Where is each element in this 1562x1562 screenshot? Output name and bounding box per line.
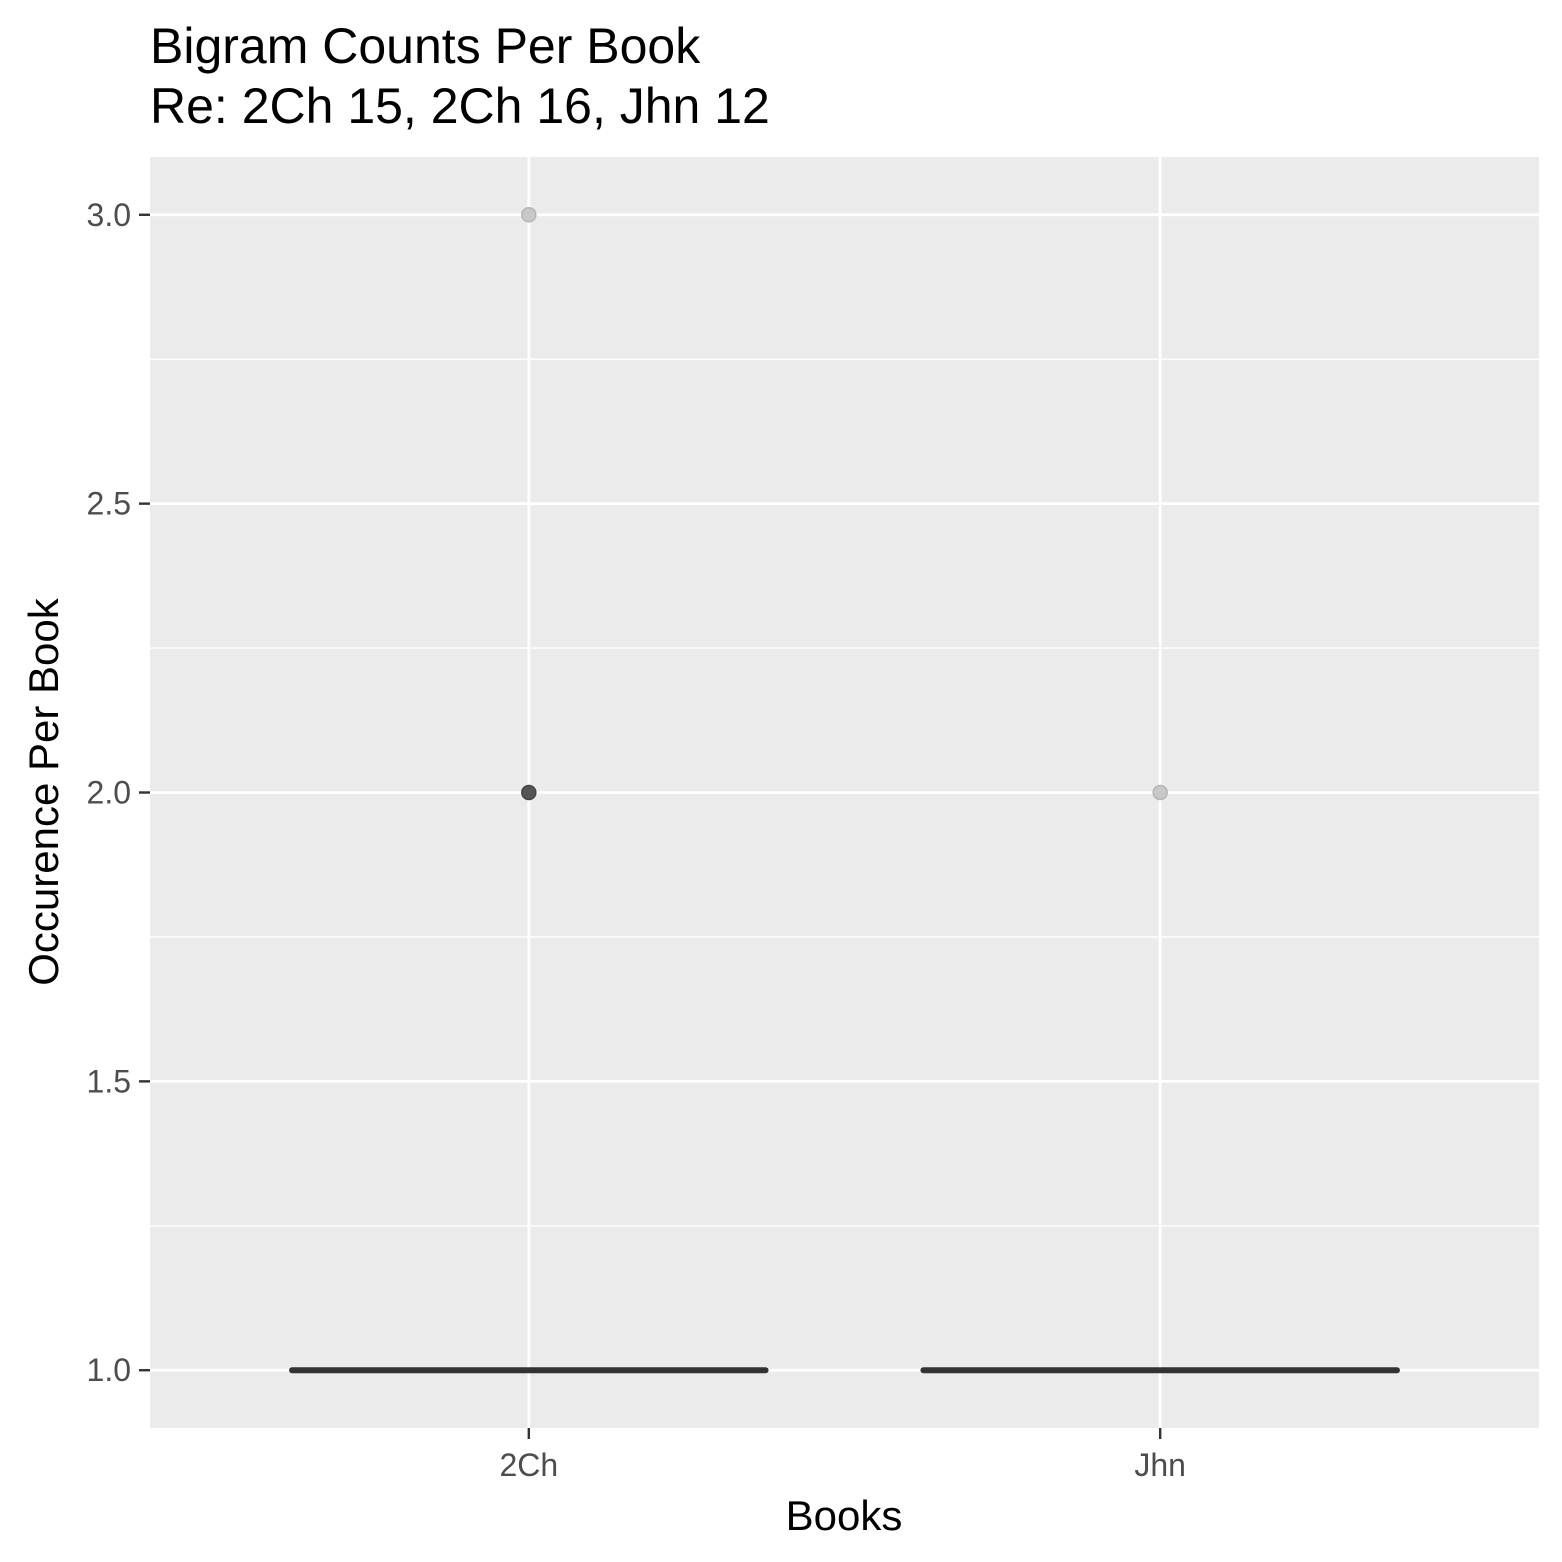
- outlier-point: [1152, 784, 1168, 801]
- y-axis-title: Occurence Per Book: [20, 597, 67, 986]
- chart-title: Bigram Counts Per Book: [150, 18, 701, 74]
- y-tick-label: 1.5: [87, 1063, 131, 1099]
- grid-minor: [150, 358, 1539, 1227]
- chart-subtitle: Re: 2Ch 15, 2Ch 16, Jhn 12: [150, 78, 770, 134]
- outlier-point: [521, 784, 537, 801]
- y-axis: 1.0 1.5 2.0 2.5 3.0: [87, 197, 150, 1388]
- outlier-point: [521, 207, 537, 223]
- y-tick-label: 1.0: [87, 1352, 131, 1388]
- x-tick-label: Jhn: [1134, 1447, 1186, 1483]
- x-tick-label: 2Ch: [499, 1447, 558, 1483]
- y-tick-label: 2.5: [87, 486, 131, 522]
- y-tick-label: 3.0: [87, 197, 131, 233]
- x-axis-title: Books: [786, 1492, 903, 1539]
- x-axis: 2Ch Jhn: [499, 1428, 1186, 1483]
- outliers: [521, 207, 1168, 801]
- y-tick-label: 2.0: [87, 775, 131, 811]
